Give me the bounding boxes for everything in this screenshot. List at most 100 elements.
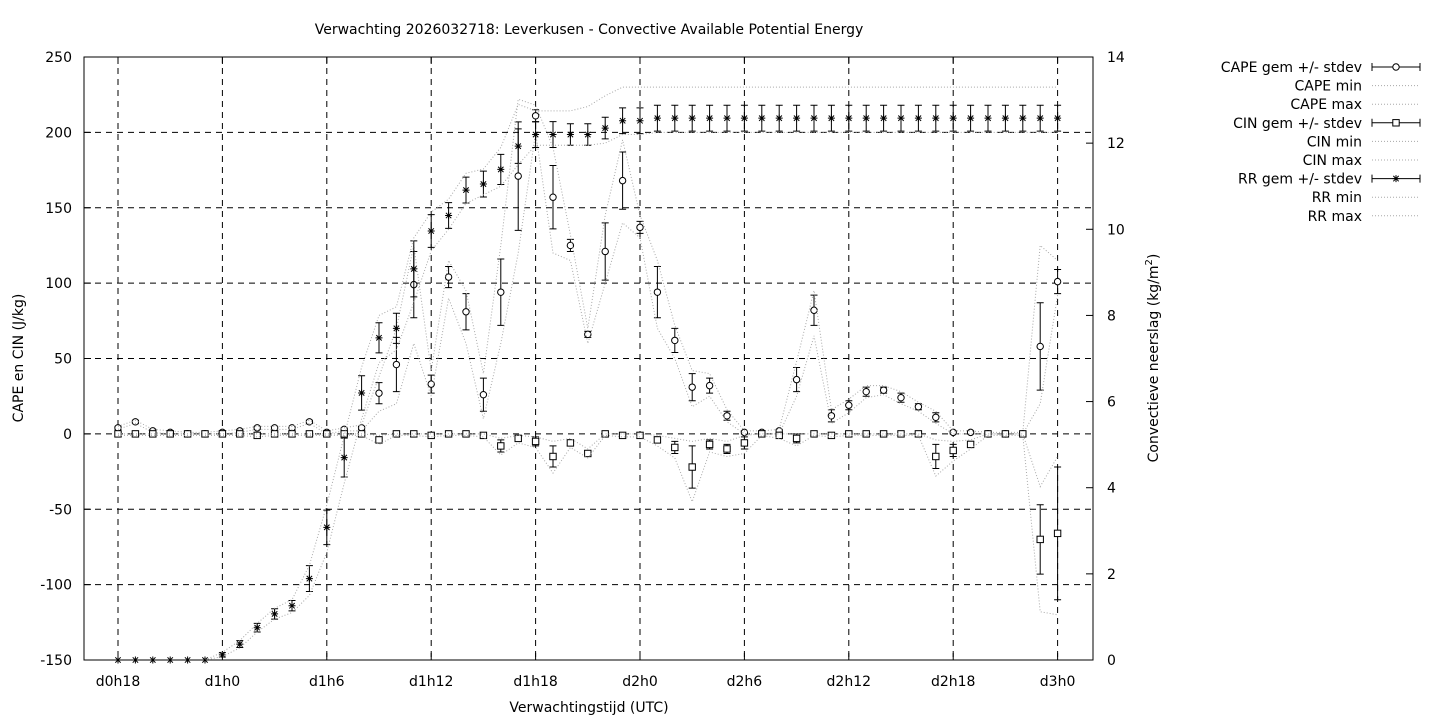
data-point xyxy=(775,431,783,440)
y-left-tick-label: -50 xyxy=(49,502,72,518)
data-point xyxy=(636,223,644,232)
y-left-tick-label: -100 xyxy=(40,578,72,594)
x-tick-label: d3h0 xyxy=(1040,674,1076,690)
data-point xyxy=(305,575,313,583)
data-point xyxy=(271,610,279,618)
legend-label: RR max xyxy=(1308,209,1362,225)
series-line xyxy=(118,86,1058,661)
x-tick-label: d2h6 xyxy=(727,674,763,690)
x-tick-label: d1h18 xyxy=(513,674,557,690)
y-axis-right-label-end: ) xyxy=(1146,254,1162,259)
grid xyxy=(84,57,1093,660)
data-point xyxy=(1036,342,1044,351)
series-0 xyxy=(114,109,1062,438)
data-point xyxy=(932,452,940,461)
series-3 xyxy=(114,430,1062,601)
data-point xyxy=(1036,535,1044,544)
data-point xyxy=(375,436,383,444)
y-right-tick-label: 0 xyxy=(1107,653,1116,669)
legend-entry-3: CIN gem +/- stdev xyxy=(1233,116,1421,132)
data-point xyxy=(1036,114,1044,122)
data-point xyxy=(427,227,435,235)
data-point xyxy=(532,131,540,139)
data-point xyxy=(392,360,401,369)
data-point xyxy=(723,114,731,122)
x-tick-label: d0h18 xyxy=(96,674,140,690)
data-point xyxy=(619,117,627,125)
data-point xyxy=(810,114,818,122)
data-point xyxy=(688,114,696,122)
data-point xyxy=(479,180,487,188)
y-left-tick-label: 50 xyxy=(54,352,72,368)
series-line xyxy=(117,98,1058,433)
data-point xyxy=(862,430,870,438)
data-point xyxy=(549,452,557,461)
data-point xyxy=(671,114,679,122)
x-tick-label: d1h0 xyxy=(205,674,241,690)
data-point xyxy=(618,176,627,185)
data-point xyxy=(514,172,522,180)
data-point xyxy=(340,454,348,462)
data-point xyxy=(549,193,557,201)
legend-label: CIN gem +/- stdev xyxy=(1233,116,1362,132)
data-point xyxy=(671,443,679,452)
data-point xyxy=(497,165,505,173)
data-point xyxy=(114,424,122,432)
data-point xyxy=(131,430,140,438)
series-6 xyxy=(114,104,1062,664)
data-point xyxy=(653,114,661,122)
legend-swatch-marker xyxy=(1392,63,1400,71)
legend-entry-6: RR gem +/- stdev xyxy=(1238,172,1421,188)
data-point xyxy=(427,380,435,388)
data-point xyxy=(880,114,888,122)
data-point xyxy=(671,336,679,345)
data-point xyxy=(967,114,975,122)
data-point xyxy=(653,436,662,444)
y-right-tick-label: 8 xyxy=(1107,308,1116,324)
series-7 xyxy=(118,131,1058,661)
legend-swatch-marker xyxy=(1392,175,1400,183)
data-point xyxy=(636,117,644,125)
data-point xyxy=(584,131,592,139)
data-point xyxy=(845,114,853,122)
data-point xyxy=(462,308,470,316)
data-point xyxy=(444,273,453,281)
data-point xyxy=(410,430,418,438)
data-point xyxy=(497,442,505,450)
data-point xyxy=(323,523,331,531)
data-point xyxy=(740,439,749,447)
series-layer xyxy=(114,86,1062,664)
y-left-tick-label: 150 xyxy=(45,201,72,217)
data-point xyxy=(706,114,714,122)
x-tick-label: d2h12 xyxy=(827,674,871,690)
data-point xyxy=(740,428,749,437)
data-point xyxy=(688,383,696,391)
legend-label: CIN min xyxy=(1307,134,1362,150)
y-axis-right-label-main: Convectieve neerslag (kg/m xyxy=(1146,265,1162,462)
legend-entry-7: RR min xyxy=(1312,190,1420,206)
data-point xyxy=(236,430,244,438)
legend-entry-8: RR max xyxy=(1308,209,1420,225)
axes: d0h18 d1h0 d1h6 d1h12 d1h18 d2h0 d2h6 d2h12 d2h1… xyxy=(40,50,1125,690)
y-left-tick-label: 0 xyxy=(63,427,72,443)
y-left-tick-label: -150 xyxy=(40,653,72,669)
legend-label: RR min xyxy=(1312,190,1362,206)
data-point xyxy=(897,114,905,122)
legend-label: RR gem +/- stdev xyxy=(1238,172,1362,188)
data-point xyxy=(566,439,575,447)
data-point xyxy=(653,288,662,296)
data-point xyxy=(618,431,627,440)
x-tick-label: d1h12 xyxy=(409,674,453,690)
series-8 xyxy=(118,86,1058,661)
legend-label: CAPE min xyxy=(1295,79,1363,95)
data-point xyxy=(879,430,888,438)
data-point xyxy=(149,430,157,438)
data-point xyxy=(514,142,522,150)
x-tick-label: d2h18 xyxy=(931,674,975,690)
data-point xyxy=(601,247,609,256)
data-point xyxy=(392,430,401,438)
data-point xyxy=(914,403,923,411)
data-point xyxy=(427,431,435,440)
data-point xyxy=(601,430,609,438)
data-point xyxy=(601,124,609,132)
